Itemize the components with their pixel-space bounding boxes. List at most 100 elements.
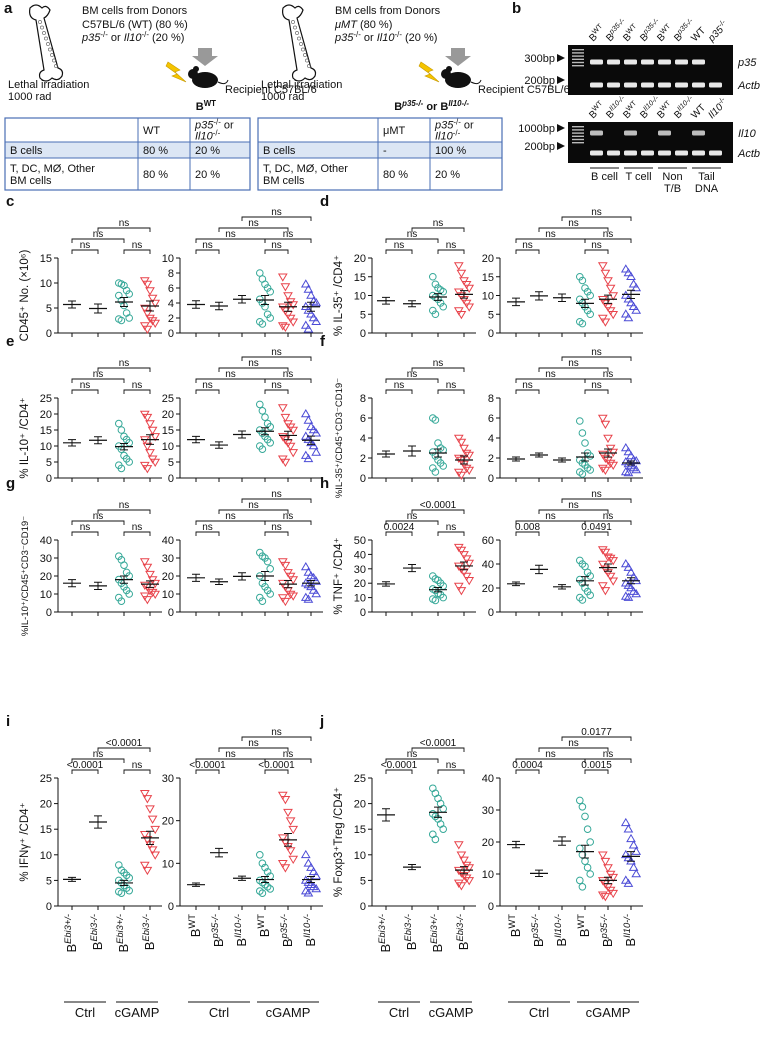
data-point xyxy=(285,442,296,451)
y-tick-label: 0 xyxy=(488,607,494,619)
data-point xyxy=(308,313,319,322)
data-point xyxy=(453,582,464,592)
significance-label: ns xyxy=(80,240,91,251)
significance-bracket xyxy=(385,758,439,763)
gel xyxy=(568,122,733,163)
ladder-band xyxy=(572,52,584,54)
text-run: B xyxy=(531,938,546,947)
significance-label: ns xyxy=(283,749,294,760)
text-run: B xyxy=(64,944,79,953)
data-point xyxy=(605,284,616,293)
data-point xyxy=(277,860,288,869)
y-tick-label: 20 xyxy=(354,253,366,265)
text-run: Il10-/- xyxy=(641,93,661,113)
x-tick-label: BIl10-/- xyxy=(622,914,638,947)
data-point xyxy=(461,861,472,871)
data-point xyxy=(142,309,153,318)
data-point xyxy=(311,883,322,893)
y-tick-label: 15 xyxy=(354,824,366,836)
significance-label: ns xyxy=(407,749,418,760)
data-point xyxy=(453,454,464,463)
text-run: B xyxy=(188,929,203,938)
size-marker: 300bp xyxy=(524,53,555,65)
group-label: Ctrl xyxy=(529,1005,549,1020)
data-point xyxy=(117,445,126,454)
significance-label: ns xyxy=(603,749,614,760)
data-point xyxy=(280,838,291,847)
data-point xyxy=(453,562,464,571)
significance-label: ns xyxy=(545,369,556,380)
bone-texture xyxy=(291,20,295,24)
text-run: Il10-/- xyxy=(607,93,627,113)
significance-bracket xyxy=(218,367,289,372)
text-run: Il10 xyxy=(706,102,725,121)
data-point xyxy=(626,833,636,843)
panel-letter: g xyxy=(6,475,15,492)
data-point xyxy=(266,885,275,893)
data-point xyxy=(125,290,133,298)
gel-band xyxy=(590,59,603,65)
significance-label: ns xyxy=(248,500,259,511)
ladder-band xyxy=(572,58,584,60)
significance-label: ns xyxy=(248,218,259,229)
data-point xyxy=(620,264,631,273)
y-tick-label: 25 xyxy=(162,393,174,405)
significance-bracket xyxy=(584,520,632,525)
text-run: B xyxy=(280,938,295,947)
data-point xyxy=(620,559,631,568)
gel-band xyxy=(607,59,620,65)
text-run: Il10-/- xyxy=(233,914,243,938)
data-point xyxy=(631,283,642,292)
data-point xyxy=(626,271,636,281)
text-run: B xyxy=(577,929,592,938)
significance-label: ns xyxy=(271,207,282,218)
data-point xyxy=(600,466,611,475)
bone-texture xyxy=(299,42,303,46)
significance-bracket xyxy=(411,747,465,752)
data-point xyxy=(125,886,133,895)
significance-bracket xyxy=(241,356,312,361)
text-run: B xyxy=(196,101,204,113)
gene-label: p35 xyxy=(737,57,757,69)
significance-bracket xyxy=(515,769,540,774)
data-point xyxy=(288,426,299,435)
data-point xyxy=(459,551,469,560)
significance-label: ns xyxy=(271,347,282,358)
significance-bracket xyxy=(411,227,465,232)
data-point xyxy=(603,864,613,873)
y-axis-label: % IL-10⁺ /CD4⁺ xyxy=(19,397,31,478)
y-tick-label: 6 xyxy=(360,413,366,425)
data-point xyxy=(122,871,131,880)
data-point xyxy=(578,470,587,478)
data-point xyxy=(464,559,475,569)
bone-icon xyxy=(282,4,482,88)
data-point xyxy=(142,413,153,423)
bone-texture xyxy=(44,36,48,41)
significance-bracket xyxy=(515,531,540,536)
text-run: p35-/- xyxy=(530,914,540,939)
y-tick-label: 2 xyxy=(488,453,494,465)
significance-label: ns xyxy=(446,522,457,533)
data-point xyxy=(631,589,642,598)
significance-label: ns xyxy=(591,207,602,218)
text-run: p35 xyxy=(334,32,354,44)
data-point xyxy=(456,851,467,860)
significance-label: ns xyxy=(522,380,533,391)
data-point xyxy=(605,554,616,563)
y-tick-label: 40 xyxy=(482,559,494,571)
significance-label: ns xyxy=(446,760,457,771)
ladder-band xyxy=(572,135,584,137)
table-cell: 20 % xyxy=(435,169,460,181)
table-cell: 20 % xyxy=(195,169,220,181)
y-tick-label: 10 xyxy=(40,589,52,601)
data-point xyxy=(311,428,322,437)
table-cell: B cells xyxy=(263,145,296,157)
data-point xyxy=(308,866,319,876)
text-run: (80 %) xyxy=(357,19,392,31)
data-point xyxy=(439,593,448,602)
text-run: Il10-/- xyxy=(675,93,695,113)
y-tick-label: 5 xyxy=(46,457,52,469)
data-point xyxy=(461,464,472,473)
text-run: -/- xyxy=(394,30,402,39)
y-tick-label: 20 xyxy=(482,253,494,265)
